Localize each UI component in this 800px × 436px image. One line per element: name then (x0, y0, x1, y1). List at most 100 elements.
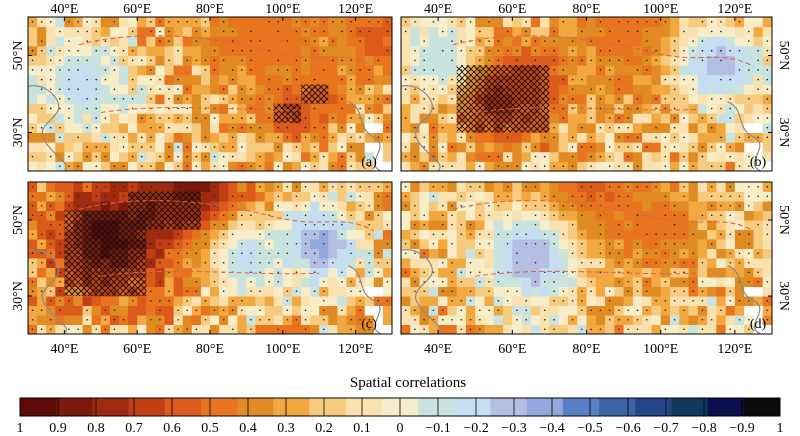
significance-dot (488, 98, 490, 100)
significance-dot (250, 280, 252, 283)
grid-cell (91, 315, 102, 325)
significance-dot (469, 69, 472, 71)
grid-cell (264, 201, 275, 211)
significance-dot (177, 78, 179, 81)
grid-cell (577, 277, 587, 287)
significance-dot (692, 165, 694, 167)
significance-dot (543, 117, 546, 119)
significance-dot (40, 78, 43, 81)
grid-cell (419, 296, 430, 306)
significance-dot (664, 299, 667, 302)
significance-dot (159, 155, 161, 158)
grid-cell (319, 103, 329, 114)
hatched-region (301, 84, 329, 104)
grid-cell (301, 296, 311, 306)
significance-dot (341, 78, 343, 81)
significance-dot (241, 195, 243, 198)
grid-cell (191, 94, 202, 105)
grid-cell (37, 296, 47, 306)
grid-cell (264, 65, 275, 76)
significance-dot (177, 309, 179, 312)
significance-dot (636, 69, 639, 71)
significance-dot (562, 290, 565, 293)
grid-cell (128, 65, 138, 76)
grid-cell (246, 182, 256, 192)
significance-dot (701, 309, 704, 312)
significance-dot (359, 40, 361, 42)
significance-dot (341, 233, 343, 236)
significance-dot (113, 185, 116, 188)
grid-cell (744, 113, 754, 124)
significance-dot (304, 165, 307, 167)
grid-cell-missing (753, 142, 764, 153)
significance-dot (304, 233, 307, 236)
significance-dot (738, 69, 741, 71)
grid-cell (762, 258, 772, 268)
grid-cell (642, 239, 652, 249)
grid-cell (651, 113, 662, 124)
significance-dot (86, 214, 88, 217)
grid-cell (164, 229, 175, 240)
significance-dot (350, 214, 352, 217)
significance-dot (488, 59, 490, 62)
panel-a-stipple (31, 21, 389, 167)
significance-dot (159, 126, 161, 129)
significance-dot (748, 185, 750, 188)
significance-dot (618, 21, 620, 23)
significance-dot (177, 328, 179, 331)
significance-dot (304, 252, 307, 255)
grid-cell (128, 324, 138, 334)
significance-dot (286, 242, 289, 245)
significance-dot (479, 242, 481, 245)
grid-cell-missing (373, 142, 384, 153)
significance-dot (441, 261, 444, 264)
grid-cell (46, 94, 56, 105)
significance-dot (377, 204, 380, 207)
significance-dot (553, 204, 555, 207)
significance-dot (322, 233, 325, 236)
significance-dot (359, 318, 361, 321)
significance-dot (525, 185, 528, 188)
significance-dot (423, 88, 425, 90)
significance-dot (159, 280, 161, 283)
significance-dot (441, 155, 444, 158)
significance-dot (40, 49, 43, 52)
grid-cell-missing (744, 305, 754, 316)
significance-dot (720, 165, 722, 167)
significance-dot (49, 223, 52, 226)
grid-cell (688, 182, 699, 192)
significance-dot (673, 233, 676, 236)
grid-cell (73, 315, 84, 325)
grid-cell (428, 113, 439, 124)
significance-dot (204, 59, 207, 62)
significance-dot (222, 290, 225, 293)
grid-cell (651, 220, 662, 230)
grid-cell (200, 277, 211, 287)
significance-dot (86, 271, 88, 274)
significance-dot (423, 290, 425, 293)
significance-dot (655, 299, 657, 302)
significance-dot (748, 165, 750, 167)
significance-dot (168, 290, 170, 293)
grid-cell (734, 94, 745, 105)
significance-dot (268, 78, 270, 81)
grid-cell (697, 65, 708, 76)
significance-dot (469, 146, 472, 148)
grid-cell (319, 74, 329, 85)
grid-cell (632, 201, 643, 211)
grid-cell (419, 239, 430, 249)
grid-cell (28, 220, 38, 230)
grid-cell (64, 182, 74, 192)
grid-cell (310, 182, 320, 192)
significance-dot (553, 30, 555, 33)
hatched-region (273, 103, 301, 123)
grid-cell (493, 142, 504, 153)
grid-cell (55, 151, 65, 162)
significance-dot (460, 318, 463, 321)
panel-b (401, 17, 772, 171)
significance-dot (683, 30, 685, 33)
panel-b-hatch (456, 65, 550, 133)
grid-cell (291, 84, 302, 95)
grid-cell (503, 142, 513, 153)
significance-dot (506, 214, 509, 217)
